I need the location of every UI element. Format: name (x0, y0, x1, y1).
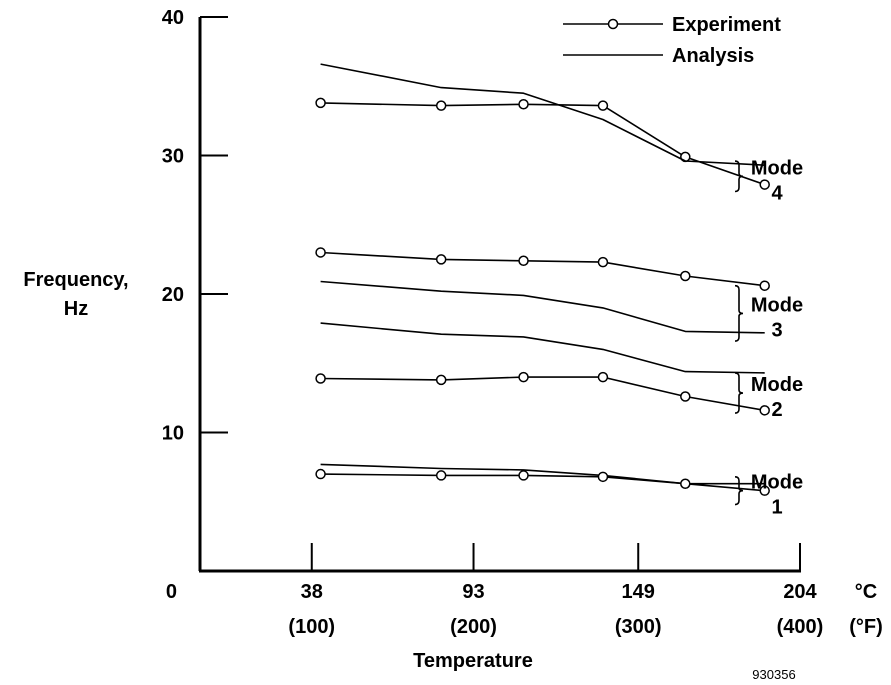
data-point-mode1-experiment (518, 470, 529, 481)
x-tick-label-fahrenheit: (400) (777, 616, 824, 638)
legend-experiment-marker (607, 18, 619, 30)
data-point-mode3-experiment (597, 256, 609, 268)
y-axis-title-line1: Frequency, (23, 269, 128, 291)
series-line-mode4-experiment (320, 102, 765, 186)
x-tick-label-celsius: 149 (622, 581, 655, 603)
series-line-mode4-analysis (320, 63, 765, 166)
series-line-mode2-experiment (320, 376, 765, 412)
y-tick-label: 10 (162, 423, 184, 445)
data-point-mode3-experiment (518, 255, 529, 267)
data-point-mode4-experiment (315, 97, 326, 109)
y-tick-label: 30 (162, 146, 184, 168)
x-tick-label-celsius: 204 (783, 581, 817, 603)
data-point-mode2-experiment (518, 371, 529, 383)
y-tick-label: 0 (166, 581, 177, 603)
legend-analysis-label: Analysis (672, 45, 754, 67)
mode-brace (734, 284, 744, 342)
series-line-mode2-analysis (320, 322, 765, 374)
mode-label-number: 3 (771, 319, 782, 341)
data-point-mode2-experiment (435, 374, 447, 386)
x-tick-label-fahrenheit: (200) (450, 616, 497, 638)
legend: Experiment Analysis (563, 14, 781, 67)
x-unit-celsius: °C (855, 581, 877, 603)
data-point-mode3-experiment (680, 270, 691, 282)
mode-label-word: Mode (751, 472, 803, 494)
mode-label-word: Mode (751, 374, 803, 396)
data-point-mode3-experiment (759, 280, 770, 291)
mode-brace (734, 476, 744, 506)
figure-id: 930356 (752, 667, 795, 682)
data-point-mode1-experiment (315, 468, 326, 480)
y-axis-title-line2: Hz (64, 298, 88, 320)
y-tick-label: 40 (162, 7, 184, 29)
data-point-mode2-experiment (315, 373, 326, 384)
data-point-mode1-experiment (680, 478, 691, 489)
x-ticks: 38 (100) 93 (200) 149 (300) 204 (400) (288, 543, 823, 638)
mode-label-number: 2 (771, 399, 782, 421)
mode-label-number: 4 (771, 182, 783, 204)
mode-brace (734, 372, 744, 414)
series-line-mode1-analysis (320, 463, 765, 485)
data-point-mode1-experiment (597, 471, 609, 483)
y-ticks: 0 10 20 30 40 (162, 7, 228, 603)
data-point-mode4-experiment (597, 100, 609, 111)
x-axis-title: Temperature (413, 650, 533, 672)
mode-label-word: Mode (751, 294, 803, 316)
mode-label-number: 1 (771, 497, 782, 519)
x-tick-label-celsius: 38 (301, 581, 323, 603)
mode-labels: Mode 4 Mode 3 Mode 2 Mode 1 (734, 157, 803, 519)
data-point-mode2-experiment (680, 391, 691, 402)
data-point-mode4-experiment (518, 99, 529, 110)
data-point-mode3-experiment (435, 254, 447, 265)
data-point-mode2-experiment (597, 371, 609, 383)
data-point-mode1-experiment (759, 485, 770, 496)
series (315, 63, 770, 496)
data-point-mode2-experiment (759, 405, 770, 416)
data-point-mode1-experiment (435, 470, 447, 481)
x-tick-label-celsius: 93 (462, 581, 484, 603)
x-tick-label-fahrenheit: (100) (288, 616, 335, 638)
legend-experiment-label: Experiment (672, 14, 781, 36)
x-unit-fahrenheit: (°F) (849, 616, 883, 638)
series-line-mode3-analysis (320, 280, 765, 334)
mode-label-word: Mode (751, 157, 803, 179)
data-point-mode3-experiment (315, 247, 326, 258)
mode-brace (734, 160, 744, 193)
x-tick-label-fahrenheit: (300) (615, 616, 662, 638)
series-line-mode1-experiment (320, 473, 765, 492)
y-tick-label: 20 (162, 284, 184, 306)
data-point-mode4-experiment (435, 100, 447, 111)
data-point-mode4-experiment (759, 179, 770, 190)
series-line-mode3-experiment (320, 251, 765, 287)
